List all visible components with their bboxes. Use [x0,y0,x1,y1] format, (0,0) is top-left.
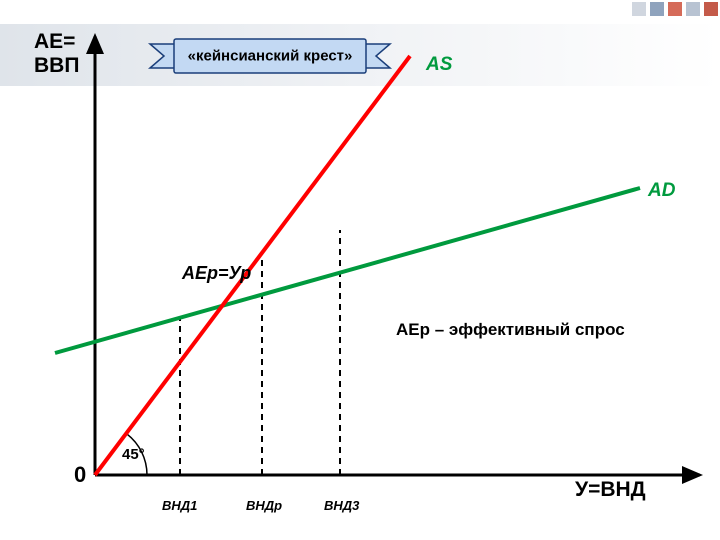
x-tick-label: ВНД1 [162,498,197,513]
origin-label: 0 [74,462,86,488]
title-banner: «кейнсианский крест» [150,36,390,76]
demand-note: АЕр – эффективный спрос [396,320,625,340]
x-tick-label: ВНД3 [324,498,359,513]
banner-text: «кейнсианский крест» [188,48,353,65]
ad-line-label: AD [648,180,675,202]
y-axis-label: АЕ=ВВП [34,30,79,78]
angle-label: 45° [122,446,145,463]
as-line-label: AS [426,54,452,76]
x-axis-label: У=ВНД [575,478,646,502]
equilibrium-label: АЕр=Ур [182,263,251,284]
chart-svg [0,0,720,540]
x-tick-label: ВНДр [246,498,282,513]
